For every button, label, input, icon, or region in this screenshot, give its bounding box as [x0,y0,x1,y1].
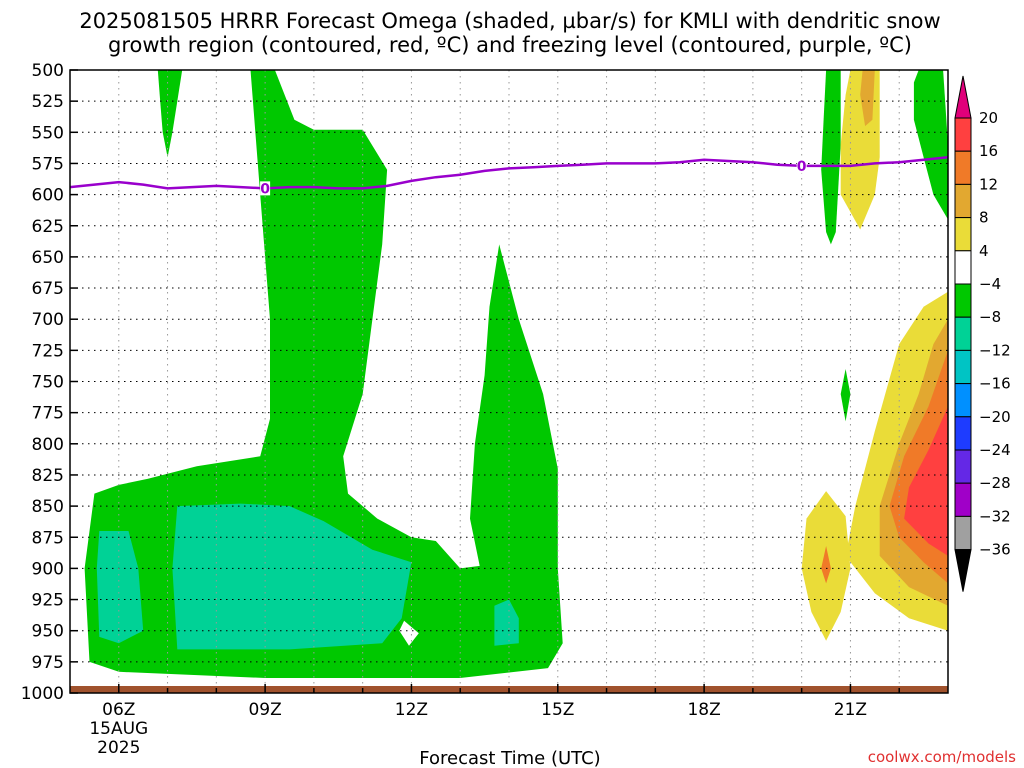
x-tick-label-12: 12Z [395,700,428,720]
omega-region-3 [913,70,948,220]
freezing-level-label-1: 0 [797,159,807,175]
colorbar-label-0: 20 [979,109,998,127]
x-tick-label-6: 06Z [102,700,135,720]
omega-region-6 [172,503,412,650]
colorbar-label-7: −12 [979,341,1011,359]
y-tick-label-975: 975 [32,653,64,673]
y-tick-label-650: 650 [32,248,64,268]
x-tick-label-21: 21Z [834,700,867,720]
y-tick-label-575: 575 [32,154,64,174]
y-tick-label-600: 600 [32,186,64,206]
y-tick-label-850: 850 [32,497,64,517]
chart-title-line2: growth region (contoured, red, ºC) and f… [108,33,912,57]
y-tick-label-800: 800 [32,435,64,455]
freezing-label-bg-0 [260,181,271,196]
omega-region-2 [821,70,841,245]
colorbar-band-8 [954,349,972,385]
colorbar-band-13 [954,515,972,551]
colorbar-label-11: −28 [979,474,1011,492]
omega-region-14 [821,546,831,584]
colorbar-band-7 [954,316,972,351]
x-tick-label-9: 09Z [248,700,281,720]
y-tick-label-525: 525 [32,92,64,112]
y-tick-label-825: 825 [32,466,64,486]
colorbar-band-12 [954,482,972,517]
omega-region-15 [904,406,948,556]
colorbar-band-10 [954,416,972,451]
colorbar-band-4 [954,217,972,252]
y-tick-label-625: 625 [32,217,64,237]
chart-title-line1: 2025081505 HRRR Forecast Omega (shaded, … [79,9,940,33]
freezing-label-bg-1 [796,158,807,173]
colorbar-label-1: 16 [979,142,998,160]
credit-text[interactable]: coolwx.com/models [868,748,1016,766]
colorbar-band-9 [954,383,972,418]
colorbar-label-6: −8 [979,308,1001,326]
y-tick-label-775: 775 [32,404,64,424]
freezing-level-layer: 00 [69,155,949,197]
colorbar-band-2 [954,150,972,185]
omega-region-8 [840,70,880,230]
colorbar-label-3: 8 [979,209,989,227]
x-tick-label-18: 18Z [687,700,720,720]
colorbar-band-3 [954,183,972,219]
omega-region-0 [157,70,183,158]
x-axis-label: Forecast Time (UTC) [419,748,600,768]
y-tick-label-950: 950 [32,622,64,642]
colorbar-band-5 [954,250,972,285]
y-tick-label-750: 750 [32,373,64,393]
y-tick-label-1000: 1000 [21,684,64,704]
colorbar-bottom-triangle [954,549,972,592]
x-tick-label-15: 15Z [541,700,574,720]
y-tick-label-925: 925 [32,591,64,611]
y-tick-label-725: 725 [32,341,64,361]
omega-gap [399,620,419,646]
colorbar-band-6 [954,283,972,318]
y-tick-label-700: 700 [32,310,64,330]
omega-region-11 [860,70,875,127]
x-tick-date: 15AUG [89,719,148,739]
colorbar-label-8: −16 [979,375,1011,393]
colorbar-band-1 [954,117,972,152]
y-tick-label-875: 875 [32,528,64,548]
colorbar-label-9: −20 [979,408,1011,426]
omega-shading-layer [84,70,948,678]
omega-region-4 [840,369,851,422]
colorbar-top-triangle [954,75,972,119]
y-tick-label-675: 675 [32,279,64,299]
colorbar-band-11 [954,449,972,484]
freezing-level-label-0: 0 [260,181,270,197]
colorbar-label-4: 4 [979,242,989,260]
colorbar-label-10: −24 [979,441,1011,459]
omega-region-7 [494,599,519,646]
colorbar-label-13: −36 [979,541,1011,559]
colorbar-label-2: 12 [979,175,998,193]
colorbar-label-12: −32 [979,507,1011,525]
colorbar: 20 16 12 8 4 −4 −8 −12 −16 −20 −24 −28 −32 −36 [954,75,1011,592]
omega-region-5 [96,531,144,644]
y-tick-label-500: 500 [32,61,64,81]
grid-layer [70,70,948,693]
y-tick-label-900: 900 [32,559,64,579]
colorbar-label-5: −4 [979,275,1001,293]
x-tick-year: 2025 [97,738,140,758]
y-tick-label-550: 550 [32,123,64,143]
y-axis: 500 525 550 575 600 625 650 675 700 725 750 775 800 8… [21,61,78,704]
